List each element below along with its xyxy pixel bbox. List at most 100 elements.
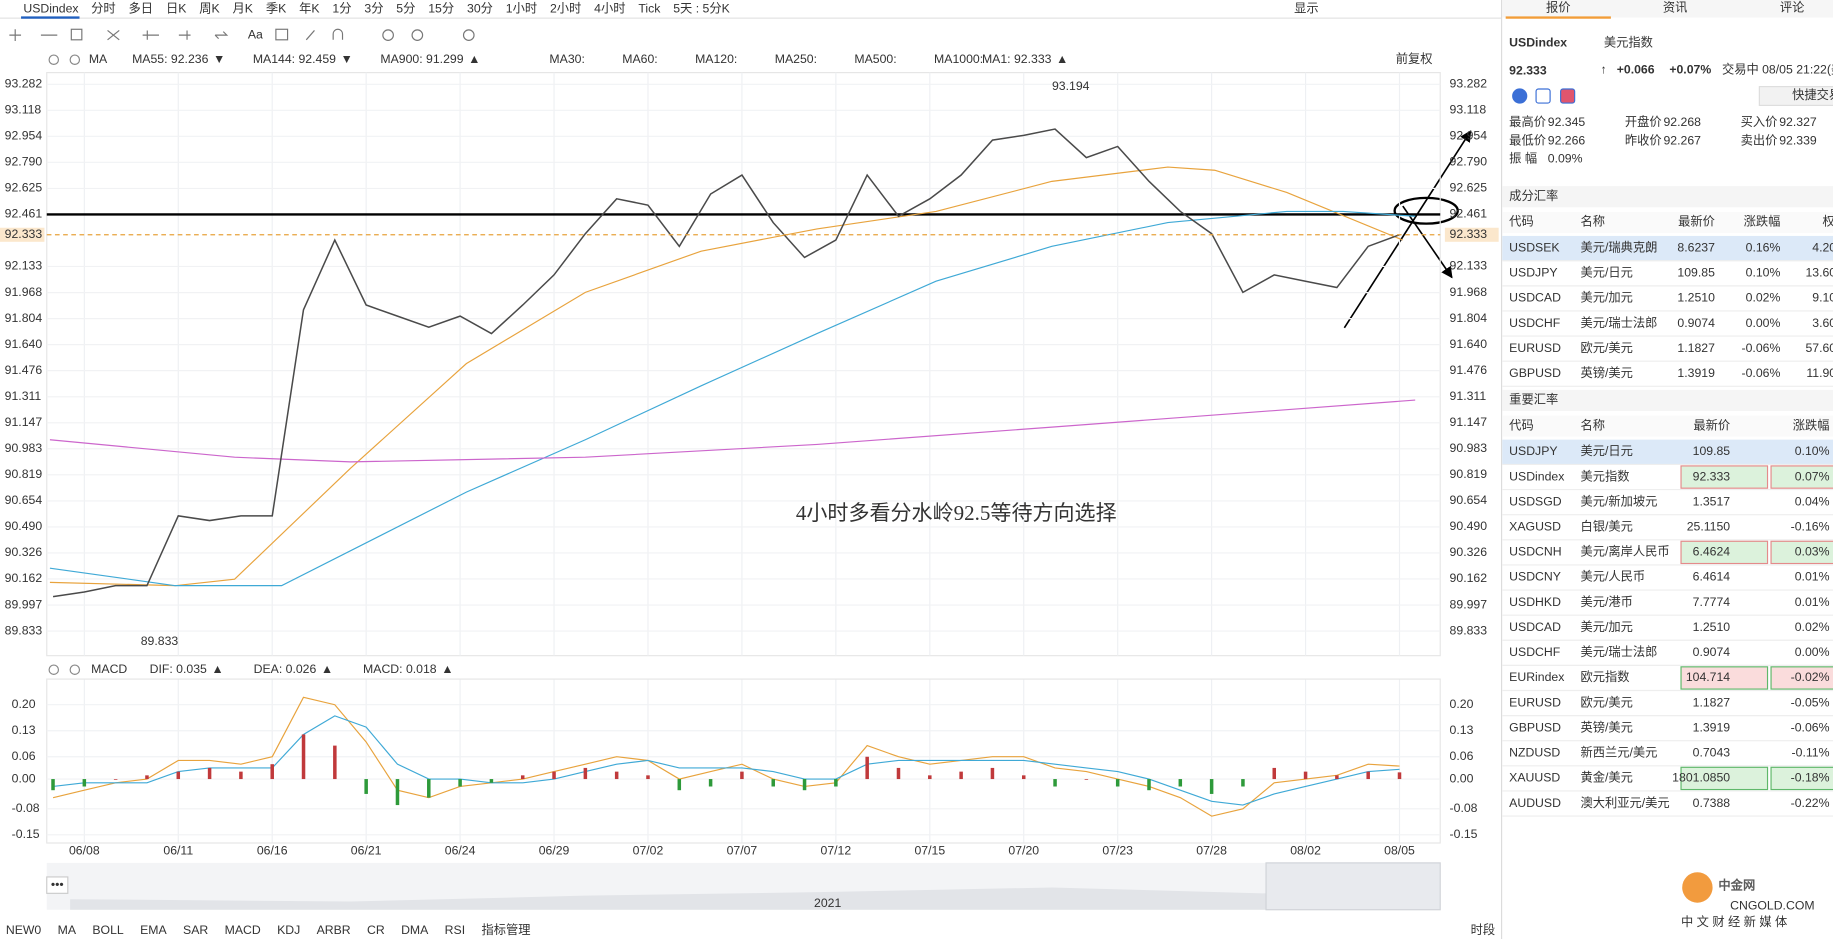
period-tab[interactable]: 季K [266, 2, 287, 16]
indicator-tab[interactable]: DMA [401, 923, 429, 937]
legend-entry[interactable]: MA60: [622, 52, 657, 66]
period-tab[interactable]: 年K [299, 2, 320, 16]
adjust-button[interactable]: 前复权 [1396, 51, 1433, 66]
period-tab[interactable]: 5天 : 5分K [673, 2, 730, 16]
table-header[interactable]: 最新价 [1678, 214, 1715, 229]
table-header[interactable]: 涨跌幅 [1744, 214, 1781, 229]
legend-entry[interactable]: DIF: 0.035 [150, 662, 207, 676]
table-cell[interactable]: USDJPY [1509, 266, 1557, 280]
period-tab[interactable]: 分时 [91, 2, 116, 16]
period-tab[interactable]: Tick [638, 2, 661, 16]
magnet-icon[interactable] [332, 28, 344, 40]
table-cell[interactable]: USDCHF [1509, 316, 1560, 330]
indicator-tab[interactable]: RSI [445, 923, 465, 937]
table-header[interactable]: 名称 [1580, 417, 1605, 432]
period-tab[interactable]: 3分 [364, 2, 383, 16]
side-tab[interactable]: 评论 [1780, 0, 1805, 14]
table-cell[interactable]: GBPUSD [1509, 366, 1561, 380]
table-cell[interactable]: USDCHF [1509, 645, 1560, 659]
period-tab[interactable]: 2小时 [550, 2, 581, 16]
table-header[interactable]: 代码 [1509, 215, 1534, 229]
period-tab[interactable]: 周K [199, 2, 220, 16]
more-label[interactable]: ••• [51, 877, 64, 891]
table-header[interactable]: 涨跌幅 [1793, 417, 1830, 432]
eye-icon[interactable] [411, 29, 424, 41]
table-cell[interactable]: XAUUSD [1509, 771, 1560, 785]
legend-entry[interactable]: MA500: [854, 52, 896, 66]
indicator-tab[interactable]: CR [367, 923, 385, 937]
legend-entry[interactable]: MA30: [549, 52, 584, 66]
table-cell[interactable]: USDSGD [1509, 494, 1562, 508]
side-tab[interactable]: 资讯 [1663, 0, 1688, 14]
indicator-tab[interactable]: BOLL [92, 923, 124, 937]
tool-icon[interactable] [178, 30, 191, 40]
table-cell[interactable]: EURUSD [1509, 341, 1561, 355]
period-tab[interactable]: 5分 [396, 2, 415, 16]
indicator-tab[interactable]: 指标管理 [482, 922, 531, 937]
legend-entry[interactable]: DEA: 0.026 [254, 662, 317, 676]
indicator-tab[interactable]: SAR [183, 923, 208, 937]
period-tab[interactable]: 月K [233, 2, 254, 16]
period-tab[interactable]: 4小时 [594, 2, 625, 16]
indicator-name[interactable]: MA [89, 52, 108, 66]
period-tab[interactable]: 1小时 [506, 2, 537, 16]
fork-icon[interactable] [142, 30, 159, 40]
table-cell[interactable]: GBPUSD [1509, 720, 1561, 734]
legend-entry[interactable]: MA120: [695, 52, 737, 66]
table-cell[interactable]: USDCNH [1509, 545, 1561, 559]
display-menu[interactable]: 显示 [1294, 2, 1319, 16]
table-cell[interactable]: EURUSD [1509, 695, 1561, 709]
legend-entry[interactable]: MA900: 91.299 [380, 52, 463, 66]
indicator-tab[interactable]: ARBR [317, 923, 351, 937]
table-header[interactable]: 最新价 [1693, 417, 1730, 432]
indicator-tab[interactable]: NEW0 [6, 923, 42, 937]
indicator-tab[interactable]: KDJ [277, 923, 300, 937]
arrow-icon[interactable] [214, 31, 229, 40]
table-cell[interactable]: USDCAD [1509, 291, 1561, 305]
table-cell[interactable]: EURindex [1509, 670, 1564, 684]
lock-icon[interactable] [382, 29, 394, 41]
symbol-tab[interactable]: USDindex [23, 2, 78, 16]
legend-entry[interactable]: MA144: 92.459 [253, 52, 336, 66]
table-header[interactable]: 权重 [1823, 215, 1833, 229]
period-tab[interactable]: 日K [166, 2, 187, 16]
legend-entry[interactable]: MA1: 92.333 [982, 52, 1052, 66]
session-button[interactable]: 时段 [1471, 922, 1496, 937]
pen-icon[interactable] [305, 30, 315, 41]
table-cell[interactable]: USDHKD [1509, 595, 1561, 609]
cross-icon[interactable] [107, 29, 120, 41]
period-tab[interactable]: 1分 [332, 2, 351, 16]
legend-entry[interactable]: MA250: [775, 52, 817, 66]
table-header[interactable]: 代码 [1509, 418, 1534, 432]
close-icon[interactable] [69, 664, 81, 675]
table-cell[interactable]: USDCAD [1509, 620, 1561, 634]
crosshair-icon[interactable] [9, 29, 22, 41]
close-icon[interactable] [69, 54, 81, 65]
table-cell[interactable]: USDSEK [1509, 240, 1560, 254]
indicator-name[interactable]: MACD [91, 662, 127, 676]
indicator-tab[interactable]: MA [58, 923, 77, 937]
legend-entry[interactable]: MA1000: [934, 52, 983, 66]
font-tool[interactable]: Aa [248, 27, 263, 41]
table-header[interactable]: 名称 [1580, 214, 1605, 229]
settings-icon[interactable] [48, 54, 60, 65]
settings-icon[interactable] [48, 664, 60, 675]
quick-trade-button[interactable] [1758, 86, 1833, 106]
table-cell[interactable]: USDindex [1509, 469, 1564, 483]
quick-trade[interactable]: 快捷交易 [1792, 87, 1833, 102]
indicator-tab[interactable]: MACD [225, 923, 261, 937]
table-cell[interactable]: XAGUSD [1509, 520, 1561, 534]
period-tab[interactable]: 30分 [467, 2, 493, 16]
period-tab[interactable]: 15分 [428, 2, 454, 16]
side-icon[interactable] [1560, 88, 1576, 104]
side-icon[interactable] [1512, 88, 1528, 104]
side-tab[interactable]: 报价 [1546, 0, 1571, 14]
table-cell[interactable]: USDJPY [1509, 444, 1557, 458]
note-icon[interactable] [275, 28, 289, 41]
legend-entry[interactable]: MA55: 92.236 [132, 52, 208, 66]
table-cell[interactable]: NZDUSD [1509, 746, 1560, 760]
tool-icons[interactable] [9, 28, 475, 41]
table-cell[interactable]: USDCNY [1509, 570, 1561, 584]
legend-entry[interactable]: MACD: 0.018 [363, 662, 437, 676]
settings-icon[interactable] [462, 29, 475, 41]
